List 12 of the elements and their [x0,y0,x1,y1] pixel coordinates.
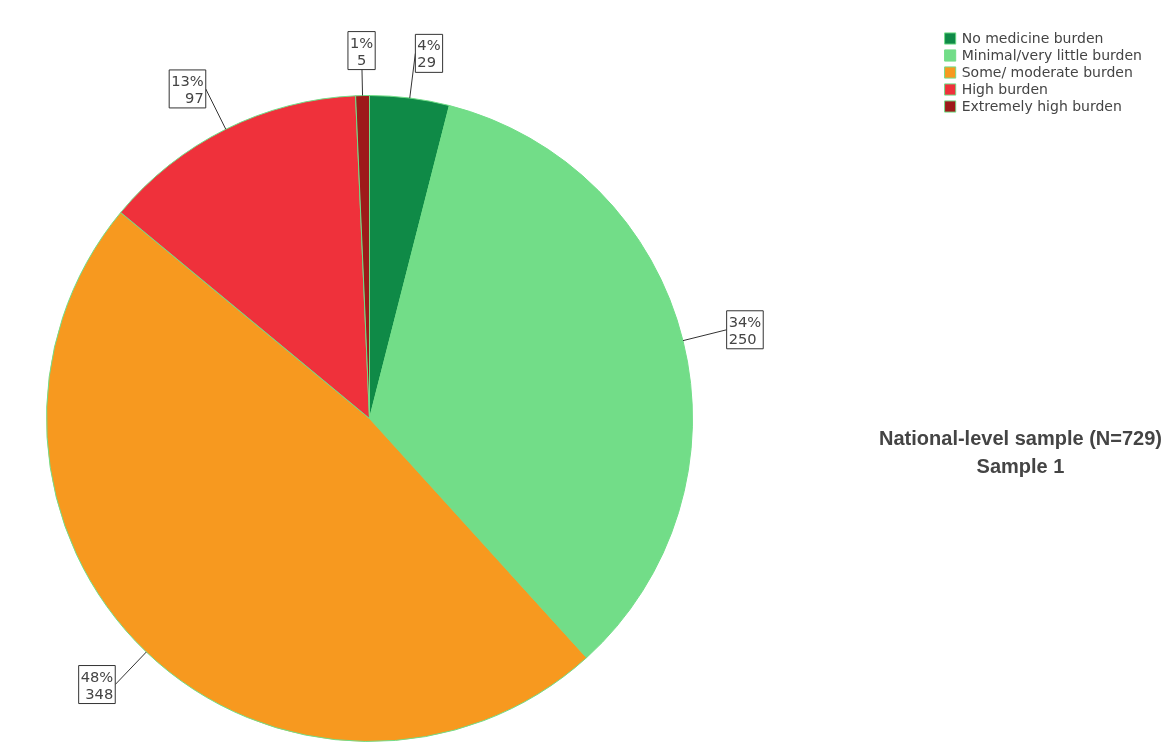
data-label: 4% 29 [417,36,441,71]
text: Sample 1 [976,454,1065,477]
legend-label: Extremely high burden [961,98,1122,114]
data-label: 13% 97 [171,71,204,106]
data-label: 1% 5 [349,33,374,68]
legend-label: Minimal/very little burden [961,47,1142,63]
data-label: 34% 250 [728,312,762,347]
legend-label: Some/ moderate burden [961,64,1133,80]
text: National-level sample (N=729) [879,426,1162,449]
legend-label: High burden [961,81,1048,97]
data-label: 48% 348 [80,667,114,702]
legend-label: No medicine burden [961,30,1104,46]
